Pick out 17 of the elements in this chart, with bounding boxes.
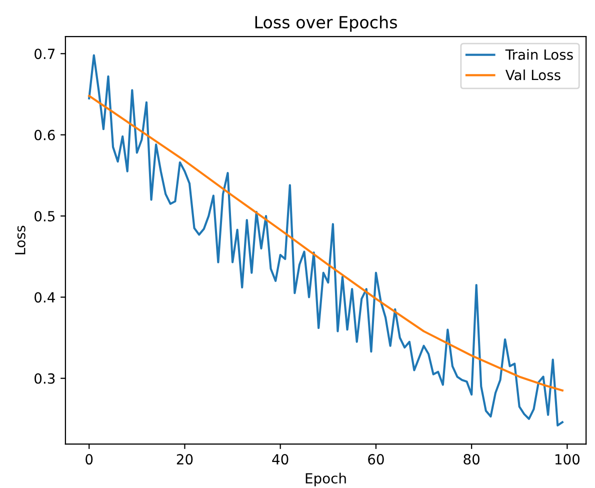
x-tick-label: 20 xyxy=(176,454,193,465)
x-tick-label: 40 xyxy=(272,454,288,465)
chart-title: Loss over Epochs xyxy=(255,16,397,32)
y-tick-label: 0.7 xyxy=(34,48,55,60)
legend-label: Val Loss xyxy=(505,69,560,80)
x-tick-label: 0 xyxy=(86,454,93,465)
y-tick-label: 0.5 xyxy=(34,210,55,222)
x-tick-label: 60 xyxy=(368,454,384,465)
line-series xyxy=(88,94,564,392)
y-tick-label: 0.6 xyxy=(34,130,55,140)
y-tick-label: 0.3 xyxy=(34,373,55,384)
x-tick-label: 80 xyxy=(464,454,480,465)
x-tick-label: 100 xyxy=(555,454,580,465)
y-axis-title: Loss xyxy=(15,226,26,254)
y-tick-label: 0.4 xyxy=(34,292,55,303)
legend-label: Train Loss xyxy=(505,49,573,60)
x-axis-title: Epoch xyxy=(306,472,346,486)
